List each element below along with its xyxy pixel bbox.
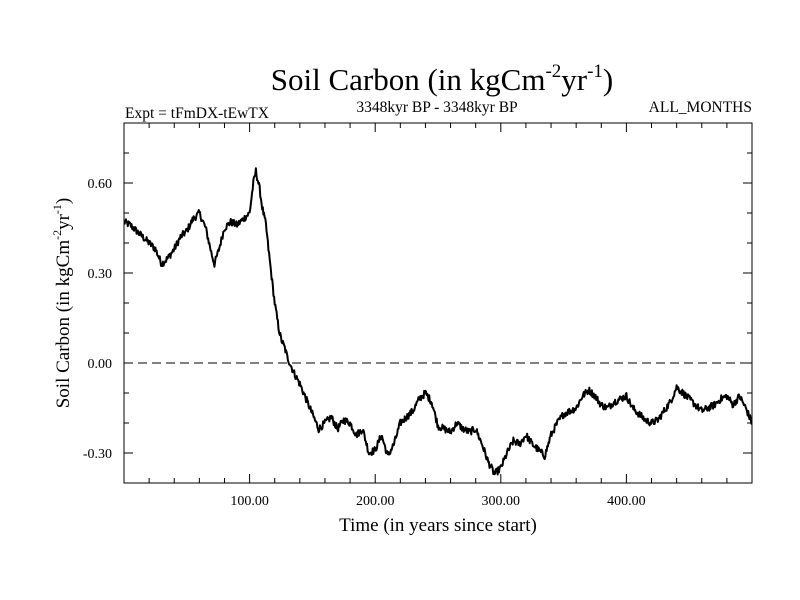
subtitle-experiment: Expt = tFmDX-tEwTX <box>125 105 269 122</box>
chart-title-end: ) <box>603 62 613 97</box>
chart-title-sup1: -2 <box>545 61 561 82</box>
y-axis-label-mid: yr <box>53 213 74 230</box>
chart-title: Soil Carbon (in kgCm-2yr-1) <box>271 61 614 97</box>
x-tick-label: 100.00 <box>230 494 269 509</box>
subtitle-months: ALL_MONTHS <box>649 99 752 116</box>
x-tick-labels: 100.00 200.00 300.00 400.00 <box>230 494 645 509</box>
x-axis-label: Time (in years since start) <box>339 515 537 536</box>
chart-title-mid: yr <box>561 62 588 97</box>
y-tick-labels: 0.60 0.30 0.00 -0.30 <box>83 177 112 462</box>
y-tick-label: 0.00 <box>88 357 113 372</box>
y-tick-label: 0.30 <box>88 267 113 282</box>
y-axis-label: Soil Carbon (in kgCm-2yr-1) <box>50 198 74 409</box>
chart-title-main: Soil Carbon (in kgCm <box>271 62 546 97</box>
y-tick-label: 0.60 <box>88 177 113 192</box>
y-axis-label-end: ) <box>53 198 74 204</box>
y-tick-label: -0.30 <box>83 447 112 462</box>
y-axis-label-sup1: -2 <box>50 230 64 240</box>
series-line-soil-carbon <box>124 167 752 476</box>
x-tick-label: 200.00 <box>356 494 395 509</box>
axis-ticks <box>124 123 752 483</box>
y-axis-label-main: Soil Carbon (in kgCm <box>53 240 74 409</box>
subtitle-period: 3348kyr BP - 3348kyr BP <box>356 99 517 116</box>
x-tick-label: 300.00 <box>482 494 521 509</box>
y-axis-label-sup2: -1 <box>50 204 64 214</box>
x-tick-label: 400.00 <box>607 494 646 509</box>
chart-title-sup2: -1 <box>587 61 603 82</box>
